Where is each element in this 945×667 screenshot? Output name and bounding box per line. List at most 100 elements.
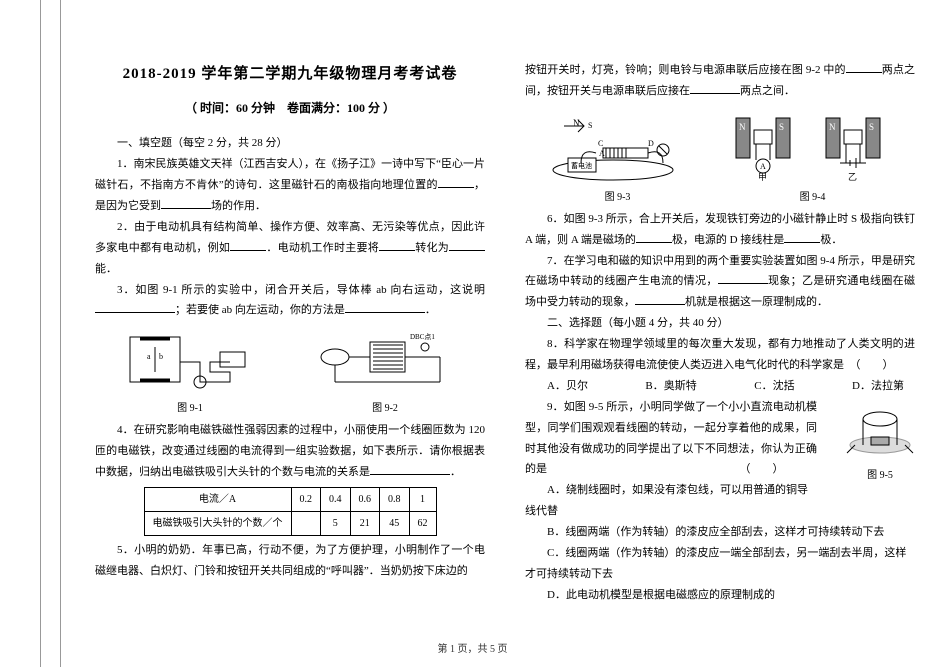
table-cell: 0.4 <box>321 487 351 511</box>
figure-label: 图 9-1 <box>125 399 255 418</box>
circuit-diagram-icon: a b <box>125 327 255 397</box>
choice-b: B．奥斯特 <box>645 376 696 397</box>
motor-model-icon <box>845 397 915 457</box>
blank <box>449 239 485 251</box>
q5r-text-c: 两点之间． <box>740 85 795 97</box>
circuit-diagram-icon: DBC点1 <box>315 327 455 397</box>
svg-text:乙: 乙 <box>848 172 857 182</box>
svg-text:S: S <box>779 122 784 132</box>
table-cell: 5 <box>321 511 351 535</box>
data-table: 电流／A 0.2 0.4 0.6 0.8 1 电磁铁吸引大头针的个数／个 5 2… <box>144 487 437 536</box>
svg-text:N: N <box>829 122 836 132</box>
section-2-heading: 二、选择题（每小题 4 分，共 40 分） <box>525 313 915 334</box>
page-footer: 第 1 页，共 5 页 <box>0 640 945 655</box>
choice-c: C．沈括 <box>754 376 794 397</box>
blank <box>345 301 425 313</box>
question-5-continued: 按钮开关时，灯亮，铃响；则电铃与电源串联后应接在图 9-2 中的两点之间，按钮开… <box>525 60 915 102</box>
table-cell: 21 <box>350 511 380 535</box>
question-8-choices: A．贝尔 B．奥斯特 C．沈括 D．法拉第 <box>525 376 915 397</box>
q2-text-b: ．电动机工作时主要将 <box>266 242 379 254</box>
blank <box>379 239 415 251</box>
question-3: 3．如图 9-1 所示的实验中，闭合开关后，导体棒 ab 向右运动，这说明 ；若要… <box>95 280 485 322</box>
svg-text:DBC点1: DBC点1 <box>410 333 435 341</box>
table-cell: 0.8 <box>380 487 410 511</box>
svg-text:A: A <box>760 162 766 171</box>
q3-text-a: 3．如图 9-1 所示的实验中，闭合开关后，导体棒 ab 向右运动，这说明 <box>117 284 485 296</box>
electromagnet-diagram-icon: 蓄电池 A N S C D <box>543 108 693 186</box>
table-row: 电磁铁吸引大头针的个数／个 5 21 45 62 <box>144 511 436 535</box>
figure-row-1: a b 图 9-1 DBC点1 <box>95 327 485 418</box>
q7-text-c: 机就是根据这一原理制成的． <box>685 296 828 308</box>
figure-9-3: 蓄电池 A N S C D 图 9-3 <box>543 108 693 207</box>
table-cell: 电流／A <box>144 487 291 511</box>
question-7: 7．在学习电和磁的知识中用到的两个重要实验装置如图 9-4 所示，甲是研究在磁场… <box>525 251 915 314</box>
q2-text-d: 能． <box>95 263 117 275</box>
blank <box>230 239 266 251</box>
blank <box>438 176 474 188</box>
choice-c: C．线圈两端（作为转轴）的漆皮应一端全部刮去，另一端刮去半周，这样才可持续转动下… <box>525 543 915 585</box>
q6-text-c: 极． <box>820 234 842 246</box>
exam-title: 2018-2019 学年第二学期九年级物理月考考试卷 <box>95 60 485 89</box>
table-cell <box>291 511 321 535</box>
margin-rule-left <box>40 0 41 667</box>
question-4: 4．在研究影响电磁铁磁性强弱因素的过程中，小丽使用一个线圈匝数为 120 匝的电… <box>95 420 485 483</box>
svg-text:N: N <box>739 122 746 132</box>
svg-text:b: b <box>159 352 163 361</box>
table-row: 电流／A 0.2 0.4 0.6 0.8 1 <box>144 487 436 511</box>
exam-page: 2018-2019 学年第二学期九年级物理月考考试卷 （ 时间：60 分钟 卷面… <box>95 60 915 606</box>
q5r-text-a: 按钮开关时，灯亮，铃响；则电铃与电源串联后应接在图 9-2 中的 <box>525 64 846 76</box>
q2-text-c: 转化为 <box>415 242 449 254</box>
figure-9-4: N S A 甲 N S 乙 图 9-4 <box>728 108 898 207</box>
blank <box>95 301 175 313</box>
figure-9-5: 图 9-5 <box>823 397 915 485</box>
choice-d: D．此电动机模型是根据电磁感应的原理制成的 <box>525 585 915 606</box>
q4-text-b: ． <box>450 466 461 478</box>
blank <box>690 82 740 94</box>
figure-9-2: DBC点1 图 9-2 <box>315 327 455 418</box>
svg-text:A: A <box>599 149 605 158</box>
figure-row-2: 蓄电池 A N S C D 图 9-3 <box>525 108 915 207</box>
section-1-heading: 一、填空题（每空 2 分，共 28 分） <box>95 133 485 154</box>
blank <box>846 61 882 73</box>
blank <box>370 463 450 475</box>
svg-text:a: a <box>147 352 151 361</box>
choice-a: A．贝尔 <box>547 376 588 397</box>
svg-text:甲: 甲 <box>758 172 767 182</box>
q1-text-c: 场的作用． <box>211 200 266 212</box>
question-1: 1．南宋民族英雄文天祥（江西吉安人），在《扬子江》一诗中写下“臣心一片磁针石，不… <box>95 154 485 217</box>
blank <box>784 231 820 243</box>
table-cell: 62 <box>409 511 436 535</box>
blank <box>636 231 672 243</box>
exam-subtitle: （ 时间：60 分钟 卷面满分：100 分 ） <box>95 97 485 120</box>
q9-text: 9．如图 9-5 所示，小明同学做了一个小小直流电动机模型，同学们围观观看线圈的… <box>525 401 817 476</box>
figure-label: 图 9-2 <box>315 399 455 418</box>
figure-label: 图 9-5 <box>823 466 915 485</box>
table-cell: 0.6 <box>350 487 380 511</box>
choice-a: A．绕制线圈时，如果没有漆包线，可以用普通的铜导线代替 <box>525 480 915 522</box>
blank <box>635 293 685 305</box>
blank <box>161 197 211 209</box>
question-2: 2．由于电动机具有结构简单、操作方便、效率高、无污染等优点，因此许多家电中都有电… <box>95 217 485 280</box>
table-cell: 0.2 <box>291 487 321 511</box>
question-5: 5．小明的奶奶．年事已高，行动不便，为了方便护理，小明制作了一个电磁继电器、白炽… <box>95 540 485 582</box>
figure-9-1: a b 图 9-1 <box>125 327 255 418</box>
question-9: 图 9-5 9．如图 9-5 所示，小明同学做了一个小小直流电动机模型，同学们围… <box>525 397 915 481</box>
column-right: 按钮开关时，灯亮，铃响；则电铃与电源串联后应接在图 9-2 中的两点之间，按钮开… <box>525 60 915 606</box>
svg-text:D: D <box>648 139 654 148</box>
question-8: 8．科学家在物理学领域里的每次重大发现，都有力地推动了人类文明的进程，最早利用磁… <box>525 334 915 376</box>
svg-text:C: C <box>598 139 603 148</box>
choice-b: B．线圈两端（作为转轴）的漆皮应全部刮去，这样才可持续转动下去 <box>525 522 915 543</box>
svg-text:S: S <box>588 121 592 130</box>
q3-text-b: ；若要使 ab 向左运动，你的方法是 <box>175 304 345 316</box>
figure-label: 图 9-3 <box>543 188 693 207</box>
table-cell: 45 <box>380 511 410 535</box>
svg-text:S: S <box>869 122 874 132</box>
table-cell: 1 <box>409 487 436 511</box>
figure-label: 图 9-4 <box>728 188 898 207</box>
table-cell: 电磁铁吸引大头针的个数／个 <box>144 511 291 535</box>
question-6: 6．如图 9-3 所示，合上开关后，发现铁钉旁边的小磁针静止时 S 极指向铁钉 … <box>525 209 915 251</box>
margin-rule-left-2 <box>60 0 61 667</box>
q6-text-b: 极，电源的 D 接线柱是 <box>672 234 784 246</box>
choice-d: D．法拉第 <box>852 376 904 397</box>
q3-text-c: ． <box>425 304 436 316</box>
